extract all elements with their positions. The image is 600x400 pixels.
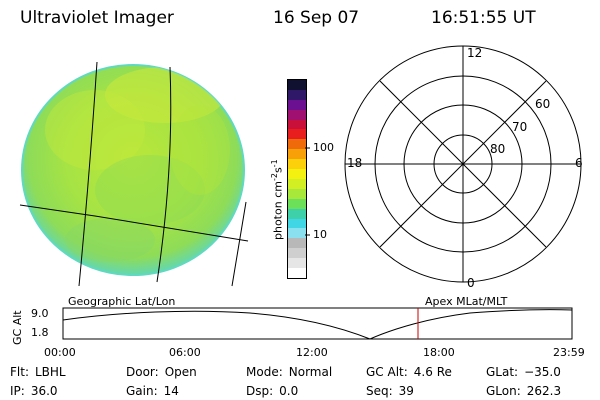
status-field-value: 39 bbox=[398, 384, 414, 398]
status-field-value: −35.0 bbox=[524, 365, 561, 379]
colorbar-swatch bbox=[288, 79, 306, 90]
status-field-label: GC Alt: bbox=[366, 365, 408, 379]
colorbar-swatch bbox=[288, 238, 306, 249]
meridian-west bbox=[78, 61, 98, 287]
status-field: Flt: LBHL bbox=[10, 365, 66, 379]
orbit-xtick-2359: 23:59 bbox=[553, 346, 585, 359]
date-label: 16 Sep 07 bbox=[273, 8, 360, 28]
colorbar-swatch bbox=[288, 268, 306, 278]
colorbar-swatch bbox=[288, 139, 306, 150]
mlt-label-0: 0 bbox=[467, 276, 475, 290]
status-field-label: Flt: bbox=[10, 365, 29, 379]
status-field-value: 36.0 bbox=[30, 384, 58, 398]
status-field-label: GLon: bbox=[486, 384, 521, 398]
colorbar-swatch bbox=[288, 248, 306, 259]
orbit-xtick-0000: 00:00 bbox=[44, 346, 76, 359]
colorbar-swatch bbox=[288, 188, 306, 199]
status-field: IP: 36.0 bbox=[10, 384, 58, 398]
status-field: GC Alt: 4.6 Re bbox=[366, 365, 452, 379]
colorbar-ticks bbox=[305, 147, 310, 236]
colorbar-swatch bbox=[288, 149, 306, 160]
colorbar-swatch bbox=[288, 119, 306, 130]
colorbar-tick-100: 100 bbox=[313, 141, 334, 154]
colorbar-swatch bbox=[288, 178, 306, 189]
status-field-value: 262.3 bbox=[526, 384, 562, 398]
orbit-xtick-1200: 12:00 bbox=[296, 346, 328, 359]
meridian-east bbox=[231, 201, 247, 287]
status-field: GLon: 262.3 bbox=[486, 384, 561, 398]
mlat-label-60: 60 bbox=[535, 97, 551, 111]
status-field-value: LBHL bbox=[34, 365, 66, 379]
time-label: 16:51:55 UT bbox=[431, 8, 536, 28]
status-field-value: 0.0 bbox=[279, 384, 299, 398]
orbit-ytick-max: 9.0 bbox=[31, 307, 49, 320]
latitude-line bbox=[19, 204, 249, 242]
status-field-label: Mode: bbox=[246, 365, 283, 379]
mlt-label-12: 12 bbox=[467, 46, 483, 60]
status-field: Mode: Normal bbox=[246, 365, 332, 379]
colorbar bbox=[287, 79, 307, 279]
orbit-xtick-0600: 06:00 bbox=[169, 346, 201, 359]
orbit-altitude-curve bbox=[62, 309, 573, 340]
status-field-value: Normal bbox=[288, 365, 333, 379]
colorbar-swatch bbox=[288, 129, 306, 140]
status-field-label: GLat: bbox=[486, 365, 519, 379]
status-field-value: 4.6 Re bbox=[413, 365, 452, 379]
colorbar-swatch bbox=[288, 208, 306, 219]
mlt-label-6: 6 bbox=[575, 156, 583, 170]
left-panel-title: Geographic Lat/Lon bbox=[68, 295, 176, 308]
orbit-ytick-min: 1.8 bbox=[31, 326, 49, 339]
polar-diagonal-2 bbox=[379, 80, 547, 248]
colorbar-swatch bbox=[288, 99, 306, 110]
status-field-label: Seq: bbox=[366, 384, 393, 398]
status-field-value: 14 bbox=[163, 384, 179, 398]
colorbar-swatch bbox=[288, 218, 306, 229]
orbit-plot-frame bbox=[62, 307, 573, 340]
uv-disk bbox=[21, 64, 245, 276]
colorbar-swatch bbox=[288, 109, 306, 120]
status-field-label: IP: bbox=[10, 384, 25, 398]
status-field-label: Door: bbox=[126, 365, 159, 379]
colorbar-swatch bbox=[288, 228, 306, 239]
mlt-label-18: 18 bbox=[347, 156, 363, 170]
colorbar-swatch bbox=[288, 169, 306, 179]
colorbar-swatch bbox=[288, 89, 306, 100]
status-field-label: Dsp: bbox=[246, 384, 274, 398]
status-field: Door: Open bbox=[126, 365, 197, 379]
colorbar-swatch bbox=[288, 198, 306, 209]
status-field: Gain: 14 bbox=[126, 384, 179, 398]
instrument-title: Ultraviolet Imager bbox=[20, 8, 174, 28]
mlat-label-70: 70 bbox=[512, 120, 528, 134]
meridian-center bbox=[156, 66, 172, 283]
orbit-xtick-1800: 18:00 bbox=[423, 346, 455, 359]
status-field: Seq: 39 bbox=[366, 384, 414, 398]
status-field-value: Open bbox=[164, 365, 197, 379]
status-field-label: Gain: bbox=[126, 384, 158, 398]
geographic-grid bbox=[19, 61, 249, 287]
colorbar-tick-10: 10 bbox=[313, 228, 327, 241]
status-field: Dsp: 0.0 bbox=[246, 384, 298, 398]
right-panel-title: Apex MLat/MLT bbox=[425, 295, 508, 308]
mlat-label-80: 80 bbox=[490, 142, 506, 156]
colorbar-swatch bbox=[288, 258, 306, 269]
status-field: GLat: −35.0 bbox=[486, 365, 561, 379]
colorbar-swatch bbox=[288, 159, 306, 170]
